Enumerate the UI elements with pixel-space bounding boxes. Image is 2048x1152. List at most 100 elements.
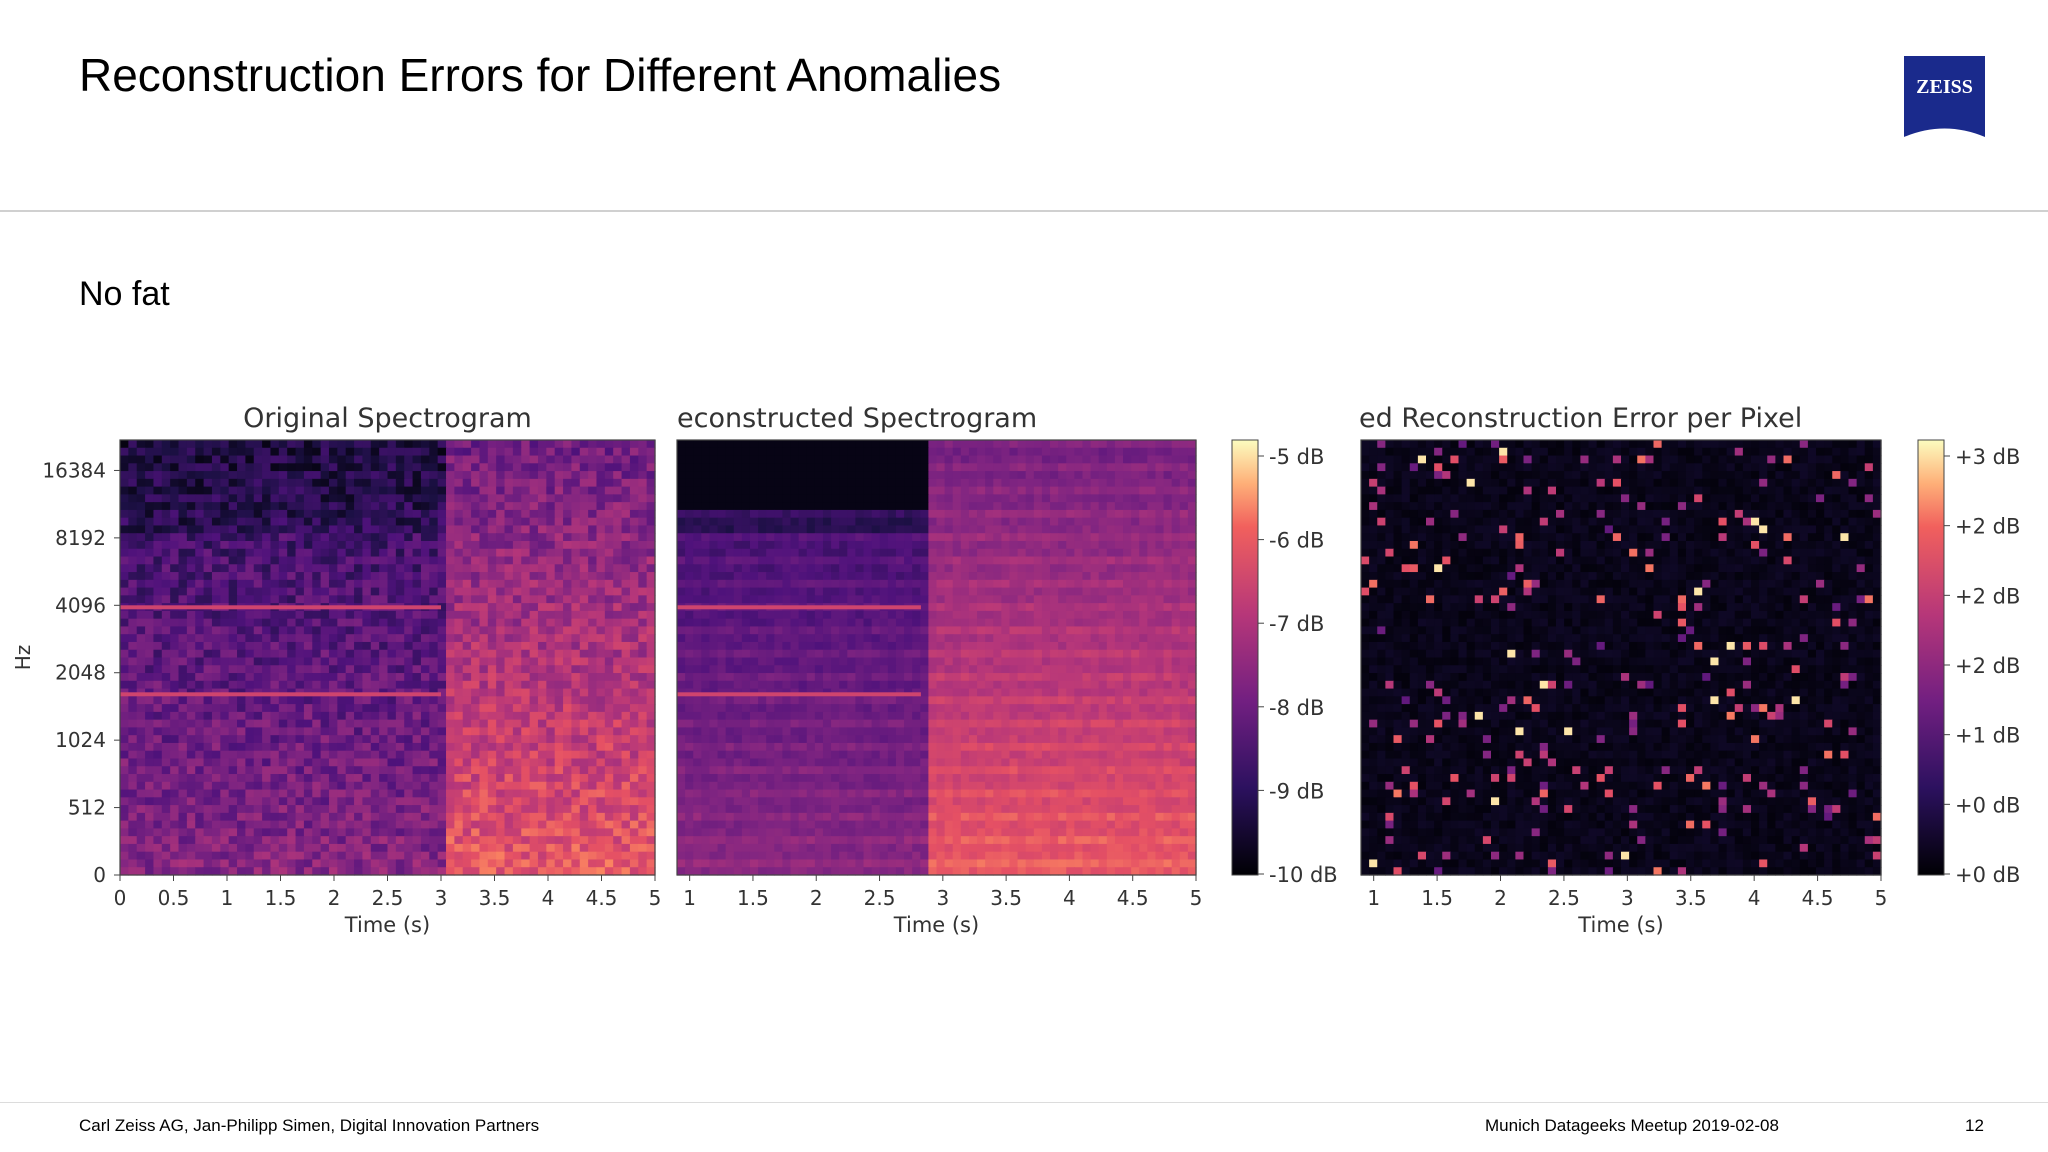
heatmap-cell <box>228 797 238 806</box>
heatmap-cell <box>1155 471 1165 480</box>
heatmap-cell <box>985 463 994 472</box>
heatmap-cell <box>462 812 472 822</box>
heatmap-cell <box>613 867 623 876</box>
heatmap-cell <box>161 579 171 589</box>
heatmap-cell <box>725 556 735 565</box>
heatmap-cell <box>136 836 146 845</box>
heatmap-cell <box>312 673 322 682</box>
heatmap-cell <box>621 556 631 565</box>
heatmap-cell <box>512 618 522 628</box>
heatmap-cell <box>1147 447 1157 457</box>
heatmap-cell <box>1179 509 1189 519</box>
heatmap-cell <box>806 440 816 449</box>
heatmap-cell <box>571 735 581 744</box>
heatmap-cell <box>195 478 205 488</box>
heatmap-cell <box>379 665 389 674</box>
heatmap-cell <box>295 673 305 682</box>
heatmap-cell <box>245 719 255 729</box>
heatmap-cell <box>579 556 589 565</box>
heatmap-cell <box>328 859 338 868</box>
heatmap-cell <box>1155 587 1165 596</box>
heatmap-cell <box>839 540 848 550</box>
heatmap-cell <box>504 540 514 550</box>
heatmap-cell <box>345 789 355 798</box>
heatmap-cell <box>487 688 497 697</box>
heatmap-cell <box>537 595 547 604</box>
heatmap-cell <box>546 704 556 713</box>
heatmap-cell <box>253 657 263 666</box>
heatmap-cell <box>395 665 405 674</box>
heatmap-cell <box>195 494 205 503</box>
heatmap-cell <box>790 509 800 519</box>
heatmap-cell <box>161 463 171 472</box>
heatmap-cell <box>604 766 614 775</box>
heatmap-cell <box>790 478 800 488</box>
heatmap-cell <box>195 548 205 558</box>
heatmap-cell <box>345 440 355 449</box>
heatmap-cell <box>387 836 397 845</box>
heatmap-cell <box>120 735 129 744</box>
heatmap-cell <box>128 719 138 729</box>
heatmap-cell <box>337 564 347 573</box>
heatmap-cell <box>420 517 430 527</box>
heatmap-cell <box>529 556 539 565</box>
heatmap-cell <box>993 463 1002 472</box>
heatmap-cell <box>512 463 522 472</box>
heatmap-cell <box>270 626 280 635</box>
heatmap-cell <box>404 517 414 527</box>
heatmap-cell <box>161 509 171 519</box>
heatmap-cell <box>471 851 481 861</box>
heatmap-cell <box>952 564 962 573</box>
heatmap-cell <box>1066 486 1075 495</box>
heatmap-cell <box>774 533 784 542</box>
heatmap-cell <box>446 649 455 659</box>
heatmap-cell <box>370 657 380 666</box>
heatmap-cell <box>1058 548 1067 558</box>
heatmap-cell <box>487 867 497 876</box>
heatmap-cell <box>328 828 338 837</box>
heatmap-cell <box>646 805 656 814</box>
heatmap-cell <box>1009 556 1019 565</box>
heatmap-cell <box>1050 509 1059 519</box>
heatmap-cell <box>446 572 455 581</box>
heatmap-cell <box>638 486 648 495</box>
heatmap-cell <box>278 719 288 729</box>
heatmap-cell <box>303 805 313 814</box>
heatmap-cell <box>237 673 246 682</box>
heatmap-cell <box>563 610 573 620</box>
heatmap-cell <box>320 657 330 666</box>
heatmap-cell <box>153 502 163 511</box>
heatmap-cell <box>529 820 539 829</box>
heatmap-cell <box>454 673 464 682</box>
heatmap-cell <box>529 851 539 861</box>
heatmap-cell <box>420 657 430 666</box>
heatmap-cell <box>220 758 230 767</box>
heatmap-cell <box>504 595 514 604</box>
heatmap-cell <box>621 766 631 775</box>
heatmap-cell <box>1187 517 1197 527</box>
heatmap-cell <box>968 595 978 604</box>
heatmap-cell <box>278 525 288 534</box>
heatmap-cell <box>479 828 489 837</box>
heatmap-cell <box>354 579 364 589</box>
heatmap-cell <box>879 502 889 511</box>
heatmap-cell <box>496 665 506 674</box>
heatmap-cell <box>337 572 347 581</box>
heatmap-cell <box>588 665 598 674</box>
heatmap-cell <box>629 556 639 565</box>
heatmap-cell <box>145 509 155 519</box>
heatmap-cell <box>563 742 573 752</box>
heatmap-cell <box>228 711 238 721</box>
heatmap-cell <box>588 595 598 604</box>
heatmap-cell <box>395 626 405 635</box>
heatmap-cell <box>237 478 246 488</box>
heatmap-cell <box>253 750 263 760</box>
heatmap-cell <box>446 603 455 612</box>
heatmap-cell <box>1033 579 1043 589</box>
heatmap-cell <box>429 805 439 814</box>
heatmap-cell <box>709 509 719 519</box>
heatmap-cell <box>295 735 305 744</box>
heatmap-cell <box>153 735 163 744</box>
heatmap-cell <box>1074 525 1084 534</box>
heatmap-cell <box>588 494 598 503</box>
